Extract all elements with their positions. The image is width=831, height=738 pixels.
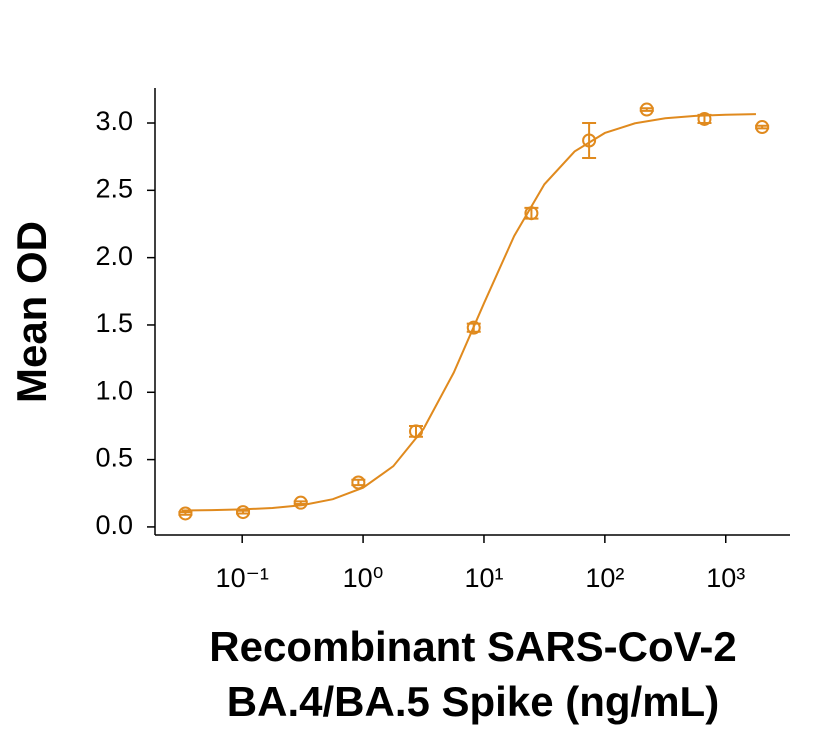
y-tick-label: 2.5 — [95, 173, 133, 203]
y-tick-label: 1.0 — [95, 375, 133, 405]
y-tick-label: 2.0 — [95, 241, 133, 271]
x-tick-label: 10³ — [706, 563, 745, 593]
data-point — [755, 120, 770, 135]
data-point — [293, 495, 308, 510]
error-bar — [755, 124, 770, 130]
error-bar — [293, 500, 308, 506]
error-bar — [582, 122, 597, 160]
y-axis-title: Mean OD — [8, 221, 55, 403]
x-tick-label: 10⁻¹ — [216, 563, 269, 593]
x-tick-label: 10¹ — [464, 563, 503, 593]
data-point — [697, 111, 712, 126]
data-point — [639, 102, 654, 117]
error-bar — [178, 511, 193, 516]
data-point — [178, 506, 193, 521]
data-point — [582, 133, 597, 148]
fit-curve — [181, 113, 756, 512]
data-point — [409, 424, 424, 439]
data-point — [351, 475, 366, 490]
x-tick-label: 10⁰ — [343, 563, 384, 593]
data-point — [466, 320, 481, 335]
data-point — [524, 206, 539, 221]
x-axis-title: BA.4/BA.5 Spike (ng/mL) — [227, 678, 719, 725]
error-bar — [236, 509, 251, 515]
y-tick-label: 0.0 — [95, 510, 133, 540]
x-tick-label: 10² — [585, 563, 624, 593]
y-tick-label: 3.0 — [95, 106, 133, 136]
error-bar — [639, 107, 654, 112]
x-axis-title: Recombinant SARS-CoV-2 — [209, 623, 736, 670]
data-point — [236, 505, 251, 520]
y-tick-label: 1.5 — [95, 308, 133, 338]
y-tick-label: 0.5 — [95, 443, 133, 473]
